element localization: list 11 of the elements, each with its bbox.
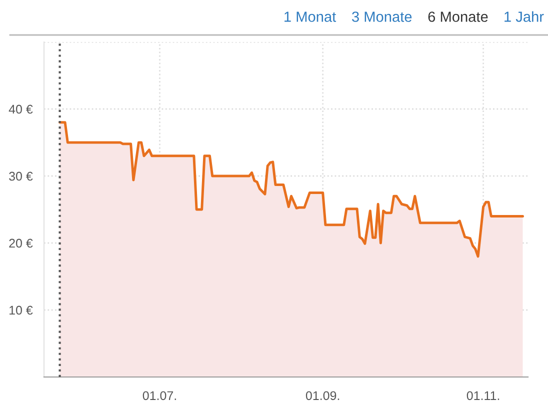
y-tick-label: 20 € (9, 238, 33, 248)
y-tick-label: 40 € (8, 104, 33, 114)
x-tick-label: 01.07. (142, 391, 176, 400)
text: 6 Monate (428, 12, 488, 22)
y-tick-label: 10 € (10, 306, 33, 315)
y-tick-label: 30 € (9, 172, 33, 181)
x-tick-label: 01.11. (466, 391, 500, 400)
text: 1 Monat (284, 12, 336, 22)
text: 1 Jahr (504, 11, 544, 22)
text: 3 Monate (352, 12, 412, 22)
x-tick-label: 01.09. (306, 391, 340, 400)
